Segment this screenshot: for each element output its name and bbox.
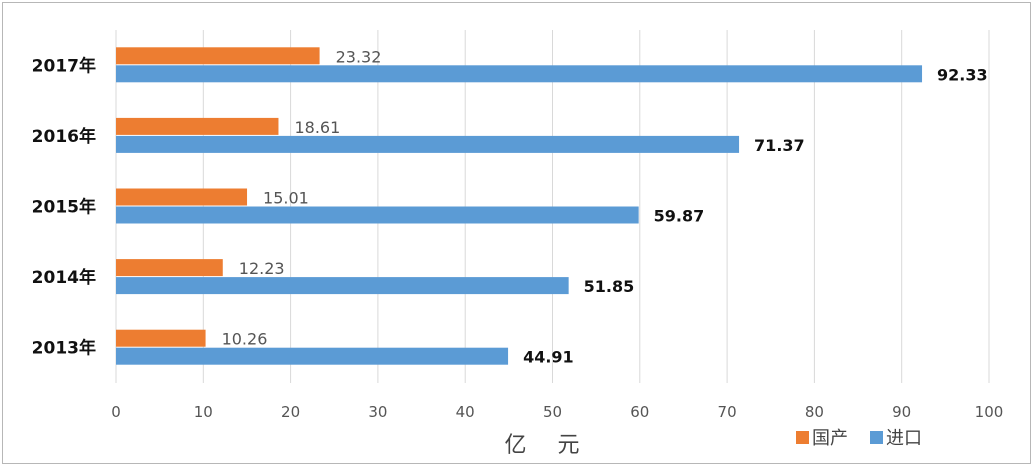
x-tick-label: 30: [368, 403, 387, 421]
data-label-domestic: 12.23: [239, 259, 285, 278]
data-label-import: 44.91: [523, 348, 574, 367]
bar-import: [116, 206, 639, 224]
legend-swatch: [870, 431, 883, 444]
legend-label: 国产: [812, 428, 848, 449]
data-label-domestic: 10.26: [222, 330, 268, 349]
category-label: 2016年: [32, 126, 96, 147]
bars: [116, 47, 923, 365]
legend-swatch: [796, 431, 809, 444]
gridlines: [115, 30, 990, 383]
x-tick-label: 20: [281, 403, 300, 421]
x-tick-label: 10: [194, 403, 213, 421]
x-tick-label: 100: [975, 403, 1004, 421]
bar-domestic: [116, 329, 206, 347]
bar-import: [116, 277, 569, 295]
data-label-domestic: 18.61: [294, 118, 340, 137]
bar-domestic: [116, 188, 248, 206]
bar-domestic: [116, 117, 279, 135]
bar-import: [116, 347, 509, 365]
legend: 国产 进口: [796, 428, 922, 449]
data-label-domestic: 23.32: [336, 47, 382, 66]
x-tick-label: 40: [456, 403, 475, 421]
x-tick-label: 90: [892, 403, 911, 421]
category-label: 2017年: [32, 55, 96, 76]
legend-label: 进口: [886, 428, 922, 449]
x-axis-title: 亿 元: [505, 433, 592, 458]
bar-import: [116, 135, 740, 153]
data-label-domestic: 15.01: [263, 189, 309, 208]
data-label-import: 71.37: [754, 136, 805, 155]
data-labels: 10.26 44.91 12.23 51.85 15.01 59.87 18.61 71.37…: [222, 47, 988, 366]
x-tick-label: 80: [805, 403, 824, 421]
x-tick-label: 0: [111, 403, 121, 421]
bar-domestic: [116, 47, 320, 65]
x-tick-labels: 0 10 20 30 40 50 60 70 80 90 100: [111, 403, 1003, 421]
data-label-import: 59.87: [654, 207, 705, 226]
bar-domestic: [116, 259, 223, 277]
category-labels: 2013年 2014年 2015年 2016年 2017年: [32, 55, 96, 358]
x-tick-label: 50: [543, 403, 562, 421]
category-label: 2015年: [32, 197, 96, 218]
x-tick-label: 70: [718, 403, 737, 421]
category-label: 2013年: [32, 338, 96, 359]
data-label-import: 92.33: [937, 65, 988, 84]
bar-import: [116, 65, 923, 83]
category-label: 2014年: [32, 267, 96, 288]
data-label-import: 51.85: [584, 277, 635, 296]
x-tick-label: 60: [630, 403, 649, 421]
